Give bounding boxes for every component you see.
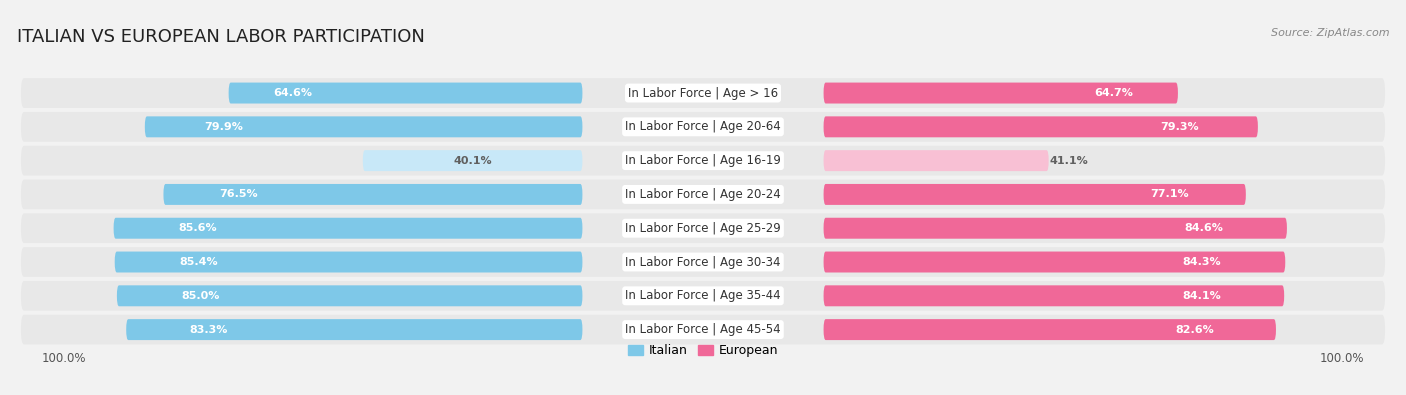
FancyBboxPatch shape	[824, 83, 1178, 103]
Text: 40.1%: 40.1%	[453, 156, 492, 166]
FancyBboxPatch shape	[115, 252, 582, 273]
FancyBboxPatch shape	[21, 247, 1385, 277]
FancyBboxPatch shape	[21, 180, 1385, 209]
Text: 84.1%: 84.1%	[1182, 291, 1220, 301]
Text: 85.0%: 85.0%	[181, 291, 219, 301]
Text: In Labor Force | Age 16-19: In Labor Force | Age 16-19	[626, 154, 780, 167]
Text: Source: ZipAtlas.com: Source: ZipAtlas.com	[1271, 28, 1389, 38]
FancyBboxPatch shape	[21, 146, 1385, 175]
Text: 76.5%: 76.5%	[219, 190, 259, 199]
FancyBboxPatch shape	[363, 150, 582, 171]
Text: In Labor Force | Age 30-34: In Labor Force | Age 30-34	[626, 256, 780, 269]
Text: 64.7%: 64.7%	[1095, 88, 1133, 98]
FancyBboxPatch shape	[824, 285, 1284, 306]
Text: In Labor Force | Age 20-64: In Labor Force | Age 20-64	[626, 120, 780, 134]
FancyBboxPatch shape	[824, 117, 1258, 137]
Text: In Labor Force | Age 20-24: In Labor Force | Age 20-24	[626, 188, 780, 201]
Text: In Labor Force | Age > 16: In Labor Force | Age > 16	[628, 87, 778, 100]
Text: In Labor Force | Age 35-44: In Labor Force | Age 35-44	[626, 289, 780, 302]
Text: 77.1%: 77.1%	[1150, 190, 1189, 199]
FancyBboxPatch shape	[824, 319, 1277, 340]
Text: In Labor Force | Age 45-54: In Labor Force | Age 45-54	[626, 323, 780, 336]
FancyBboxPatch shape	[145, 117, 582, 137]
Text: ITALIAN VS EUROPEAN LABOR PARTICIPATION: ITALIAN VS EUROPEAN LABOR PARTICIPATION	[17, 28, 425, 46]
FancyBboxPatch shape	[824, 150, 1049, 171]
Legend: Italian, European: Italian, European	[627, 344, 779, 357]
FancyBboxPatch shape	[21, 78, 1385, 108]
FancyBboxPatch shape	[824, 252, 1285, 273]
FancyBboxPatch shape	[163, 184, 582, 205]
FancyBboxPatch shape	[229, 83, 582, 103]
Text: 41.1%: 41.1%	[1050, 156, 1088, 166]
Text: In Labor Force | Age 25-29: In Labor Force | Age 25-29	[626, 222, 780, 235]
Text: 85.6%: 85.6%	[179, 223, 218, 233]
Text: 84.6%: 84.6%	[1184, 223, 1223, 233]
Text: 84.3%: 84.3%	[1182, 257, 1222, 267]
FancyBboxPatch shape	[21, 315, 1385, 344]
FancyBboxPatch shape	[127, 319, 582, 340]
FancyBboxPatch shape	[114, 218, 582, 239]
Text: 100.0%: 100.0%	[42, 352, 86, 365]
Text: 64.6%: 64.6%	[273, 88, 312, 98]
FancyBboxPatch shape	[21, 281, 1385, 311]
FancyBboxPatch shape	[21, 112, 1385, 142]
Text: 83.3%: 83.3%	[190, 325, 228, 335]
Text: 85.4%: 85.4%	[180, 257, 218, 267]
Text: 82.6%: 82.6%	[1175, 325, 1213, 335]
Text: 79.3%: 79.3%	[1160, 122, 1199, 132]
FancyBboxPatch shape	[117, 285, 582, 306]
FancyBboxPatch shape	[824, 218, 1286, 239]
FancyBboxPatch shape	[824, 184, 1246, 205]
Text: 100.0%: 100.0%	[1320, 352, 1364, 365]
FancyBboxPatch shape	[21, 213, 1385, 243]
Text: 79.9%: 79.9%	[204, 122, 243, 132]
